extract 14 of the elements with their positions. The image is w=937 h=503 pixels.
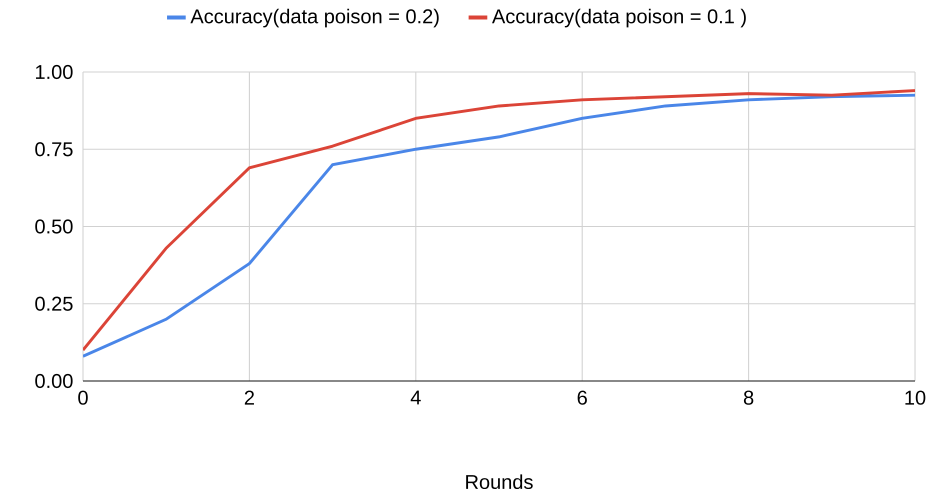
y-tick-label: 0.75: [35, 142, 73, 156]
y-tick-label: 1.00: [36, 64, 73, 80]
x-axis-title: Rounds: [466, 474, 533, 490]
legend-label: Accuracy(data poison = 0.1 ): [492, 8, 746, 28]
x-tick-label: 4: [410, 390, 421, 404]
y-tick-label: 0.50: [35, 219, 73, 234]
x-tick-label: 8: [744, 390, 754, 405]
x-tick-label: 2: [244, 390, 254, 405]
x-tick-label: 10: [905, 390, 926, 405]
x-tick-label: 0: [78, 390, 88, 405]
legend-label: Accuracy(data poison = 0.2): [190, 8, 439, 28]
x-tick-label: 6: [578, 390, 587, 405]
y-tick-label: 0.00: [35, 374, 73, 388]
y-tick-label: 0.25: [35, 296, 73, 311]
